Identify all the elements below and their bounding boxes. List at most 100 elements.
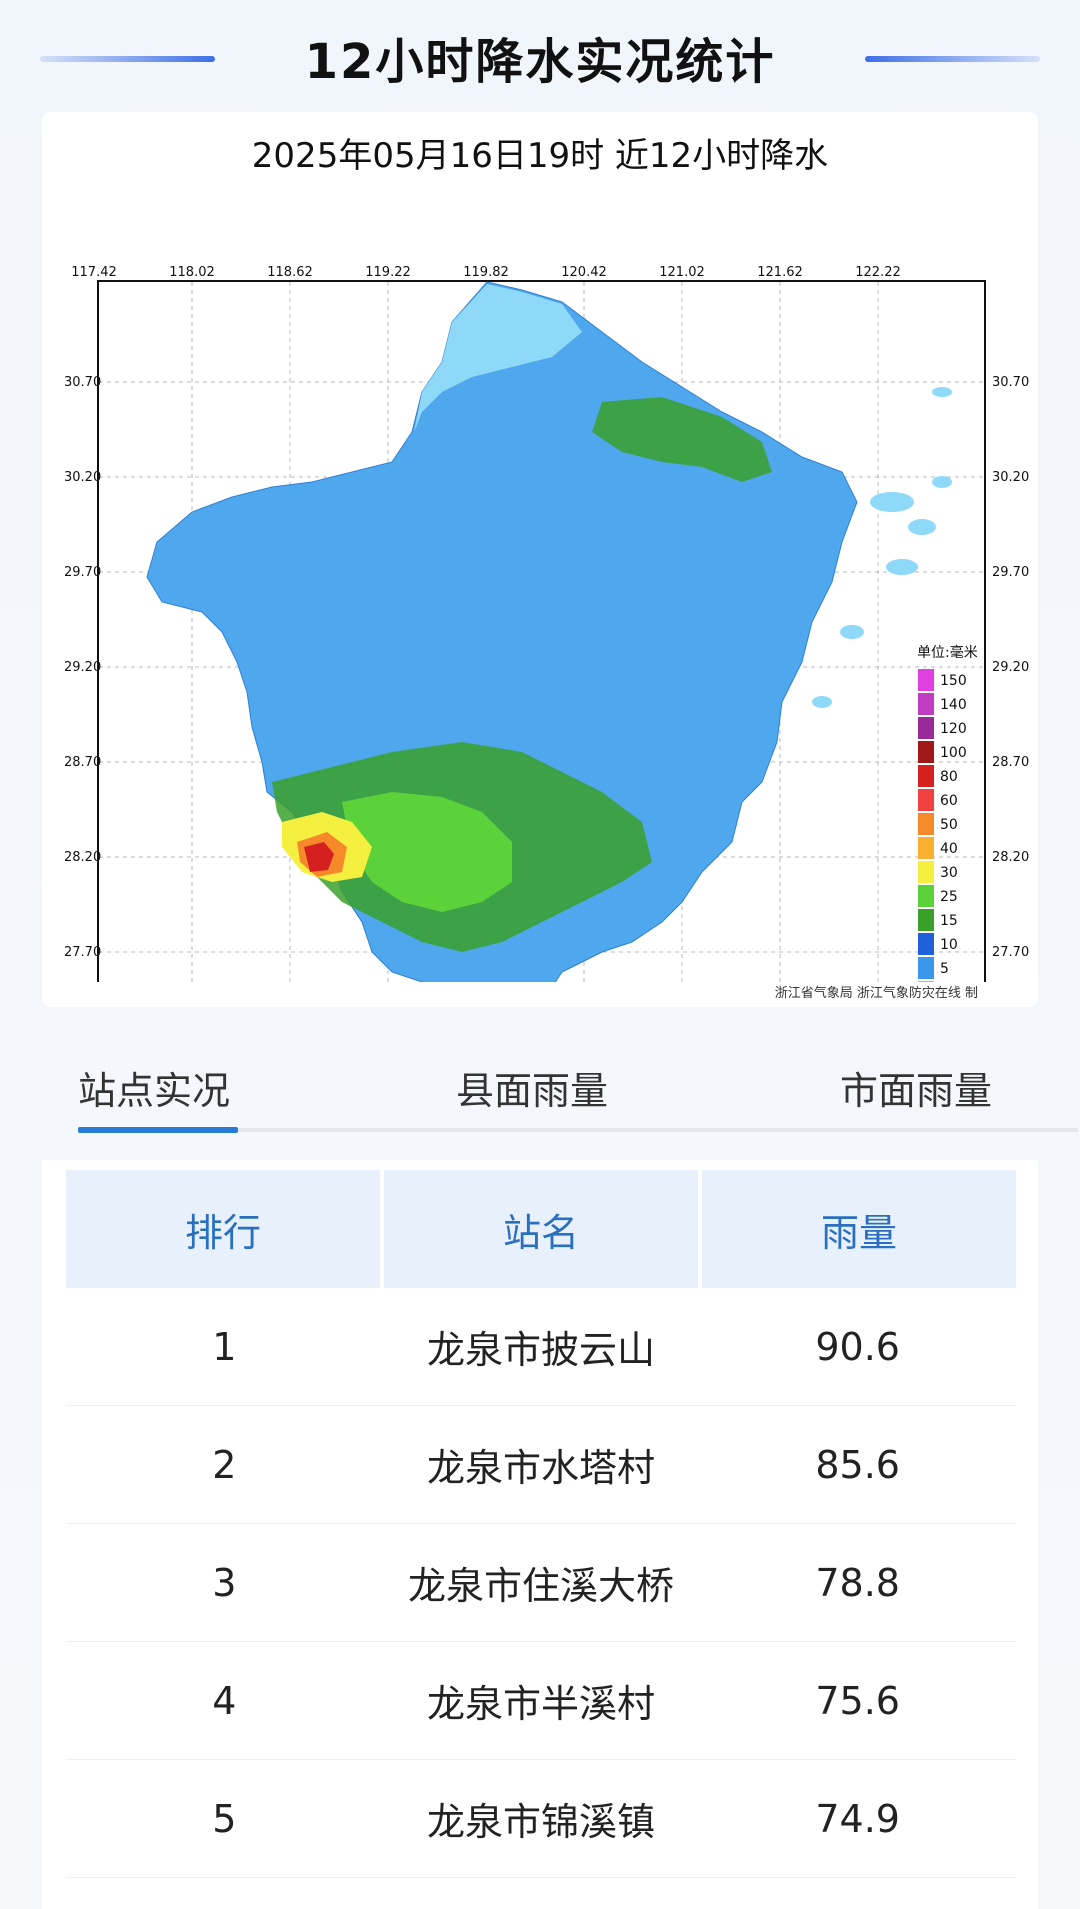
- y-tick-label: 29.20: [992, 660, 1029, 675]
- header: 12小时降水实况统计: [0, 0, 1080, 112]
- rain-cell: 78.8: [815, 1560, 900, 1605]
- x-tick-label: 122.22: [855, 265, 901, 280]
- tab-bar: 站点实况 县面雨量 市面雨量: [42, 1030, 1078, 1133]
- table-row[interactable]: 4 龙泉市半溪村 75.6: [66, 1642, 1016, 1760]
- y-tick-label: 29.20: [64, 660, 101, 675]
- legend-label: 140: [940, 697, 967, 713]
- legend-label: 60: [940, 793, 958, 809]
- coastal-islands: [812, 387, 952, 708]
- legend-swatch: [918, 741, 934, 763]
- ranking-table: 排行 站名 雨量 1 龙泉市披云山 90.6 2 龙泉市水塔村 85.6 3 龙…: [42, 1160, 1038, 1909]
- table-body: 1 龙泉市披云山 90.6 2 龙泉市水塔村 85.6 3 龙泉市住溪大桥 78…: [66, 1288, 1016, 1878]
- legend-swatch: [918, 717, 934, 739]
- y-tick-label: 28.20: [992, 850, 1029, 865]
- legend-label: 100: [940, 745, 967, 761]
- tab-county[interactable]: 县面雨量: [456, 1069, 609, 1113]
- legend-label: 150: [940, 673, 967, 689]
- y-tick-label: 28.70: [992, 755, 1029, 770]
- rain-cell: 74.9: [815, 1796, 900, 1841]
- column-header-rain: 雨量: [702, 1170, 1016, 1288]
- x-tick-label: 120.42: [561, 265, 607, 280]
- legend-swatch: [918, 909, 934, 931]
- x-tick-label: 121.62: [757, 265, 803, 280]
- tab-station[interactable]: 站点实况: [78, 1069, 231, 1113]
- legend-title: 单位:毫米: [917, 644, 978, 661]
- map-title: 2025年05月16日19时 近12小时降水: [251, 136, 829, 176]
- x-tick-label: 119.22: [365, 265, 411, 280]
- header-decoration-right: [865, 56, 1040, 62]
- legend-label: 10: [940, 937, 958, 953]
- y-tick-label: 29.70: [64, 565, 101, 580]
- north-light-region: [414, 284, 582, 432]
- legend: 1501401201008060504030251510520.1: [918, 669, 967, 982]
- legend-swatch: [918, 861, 934, 883]
- y-tick-label: 30.70: [64, 375, 101, 390]
- x-tick-label: 118.62: [267, 265, 313, 280]
- map-credit: 浙江省气象局 浙江气象防灾在线 制: [774, 986, 978, 1001]
- y-tick-label: 30.20: [992, 470, 1029, 485]
- x-tick-label: 119.82: [463, 265, 509, 280]
- y-tick-label: 27.70: [992, 945, 1029, 960]
- rank-cell: 1: [212, 1324, 237, 1369]
- rank-cell: 3: [212, 1560, 237, 1605]
- y-tick-label: 29.70: [992, 565, 1029, 580]
- y-tick-label: 27.70: [64, 945, 101, 960]
- rain-cell: 90.6: [815, 1324, 900, 1369]
- station-cell: 龙泉市半溪村: [427, 1682, 656, 1726]
- legend-swatch: [918, 813, 934, 835]
- precipitation-map: 单位:毫米 1501401201008060504030251510520.1 …: [64, 265, 1029, 982]
- legend-swatch: [918, 933, 934, 955]
- x-ticks-top: 117.42 118.02 118.62 119.22 119.82 120.42 121.…: [71, 265, 901, 280]
- rain-cell: 85.6: [815, 1442, 900, 1487]
- legend-label: 30: [940, 865, 958, 881]
- y-tick-label: 28.70: [64, 755, 101, 770]
- heavy-rain-region: [342, 792, 512, 912]
- page-title: 12小时降水实况统计: [304, 34, 776, 90]
- legend-swatch: [918, 765, 934, 787]
- table-row[interactable]: 2 龙泉市水塔村 85.6: [66, 1406, 1016, 1524]
- station-cell: 龙泉市住溪大桥: [408, 1564, 675, 1608]
- header-decoration-left: [40, 56, 215, 62]
- table-row[interactable]: 3 龙泉市住溪大桥 78.8: [66, 1524, 1016, 1642]
- tab-active-indicator: [78, 1127, 238, 1133]
- column-header-rank: 排行: [66, 1170, 380, 1288]
- y-tick-label: 28.20: [64, 850, 101, 865]
- tab-track: [78, 1128, 1078, 1132]
- y-tick-label: 30.70: [992, 375, 1029, 390]
- legend-label: 50: [940, 817, 958, 833]
- legend-swatch: [918, 693, 934, 715]
- station-cell: 龙泉市锦溪镇: [427, 1800, 656, 1844]
- table-row[interactable]: 1 龙泉市披云山 90.6: [66, 1288, 1016, 1406]
- legend-label: 40: [940, 841, 958, 857]
- legend-swatch: [918, 981, 934, 982]
- moderate-rain-region: [592, 397, 772, 482]
- rank-cell: 4: [212, 1678, 237, 1723]
- rank-cell: 5: [212, 1796, 237, 1841]
- table-header: 排行 站名 雨量: [66, 1170, 1016, 1288]
- rain-cell: 75.6: [815, 1678, 900, 1723]
- x-tick-label: 117.42: [71, 265, 117, 280]
- tab-city[interactable]: 市面雨量: [840, 1069, 993, 1113]
- legend-label: 25: [940, 889, 958, 905]
- legend-swatch: [918, 669, 934, 691]
- legend-label: 5: [940, 961, 949, 977]
- station-cell: 龙泉市水塔村: [427, 1446, 656, 1490]
- legend-label: 80: [940, 769, 958, 785]
- y-tick-label: 30.20: [64, 470, 101, 485]
- legend-label: 15: [940, 913, 958, 929]
- legend-label: 120: [940, 721, 967, 737]
- legend-swatch: [918, 789, 934, 811]
- legend-swatch: [918, 837, 934, 859]
- rank-cell: 2: [212, 1442, 237, 1487]
- column-header-station: 站名: [384, 1170, 698, 1288]
- station-cell: 龙泉市披云山: [427, 1328, 656, 1372]
- precipitation-map-card: 2025年05月16日19时 近12小时降水: [42, 112, 1038, 1007]
- x-tick-label: 118.02: [169, 265, 215, 280]
- legend-swatch: [918, 885, 934, 907]
- x-tick-label: 121.02: [659, 265, 705, 280]
- extreme-rain-region: [304, 842, 334, 872]
- table-row[interactable]: 5 龙泉市锦溪镇 74.9: [66, 1760, 1016, 1878]
